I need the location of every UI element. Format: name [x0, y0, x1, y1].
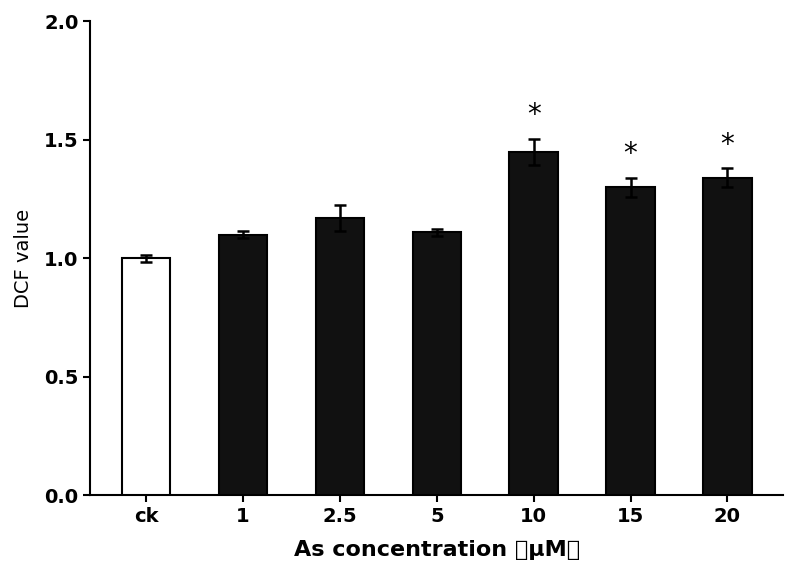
Bar	[607, 187, 655, 495]
Bar	[413, 232, 461, 495]
Text: *: *	[720, 131, 734, 159]
Bar	[509, 152, 558, 495]
Bar	[219, 235, 267, 495]
Bar	[316, 218, 364, 495]
Text: *: *	[527, 101, 540, 129]
Text: *: *	[624, 140, 638, 168]
Bar	[122, 258, 171, 495]
Bar	[703, 178, 752, 495]
Y-axis label: DCF value: DCF value	[14, 209, 33, 308]
X-axis label: As concentration （μM）: As concentration （μM）	[294, 540, 580, 560]
